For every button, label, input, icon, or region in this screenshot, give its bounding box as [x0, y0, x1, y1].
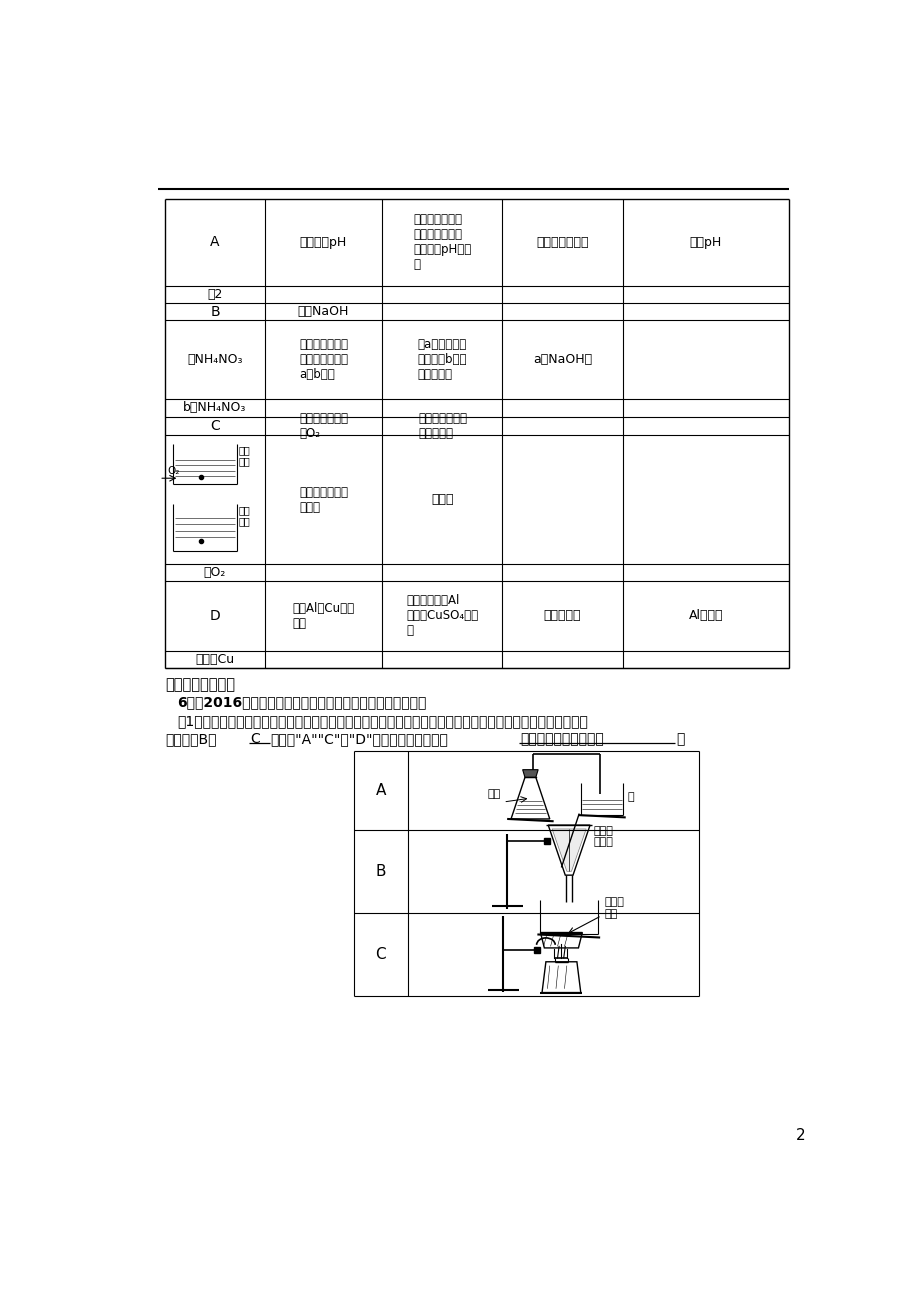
Text: 要O₂: 要O₂	[204, 566, 226, 579]
Text: 实验中的B与: 实验中的B与	[165, 732, 217, 747]
Text: 和NH₄NO₃: 和NH₄NO₃	[187, 353, 243, 366]
Text: 测定溶液pH: 测定溶液pH	[300, 236, 346, 249]
Text: 2: 2	[795, 1128, 805, 1143]
Text: 试纸变为浅红色: 试纸变为浅红色	[536, 236, 588, 249]
Text: 在装有等量水的
试管中分别加入
a、b固体: 在装有等量水的 试管中分别加入 a、b固体	[299, 339, 347, 382]
Text: B: B	[210, 305, 220, 318]
Text: 白磷: 白磷	[239, 456, 251, 466]
Text: 前者不燃烧，后
者燃烧: 前者不燃烧，后 者燃烧	[299, 486, 347, 513]
Text: 混有泥
沙的水: 混有泥 沙的水	[594, 826, 613, 847]
Text: 都是混合物的分离提纯: 都是混合物的分离提纯	[520, 732, 604, 747]
Text: 6．（2016哈尔滨中考）分类、类比是学习化学常用的方法。: 6．（2016哈尔滨中考）分类、类比是学习化学常用的方法。	[176, 696, 425, 709]
Text: B: B	[375, 864, 386, 878]
Text: b是NH₄NO₃: b是NH₄NO₃	[183, 401, 246, 414]
Text: 验证燃烧是否需
要O₂: 验证燃烧是否需 要O₂	[299, 412, 347, 440]
Text: 用玻璃棒蘸取待
测液滴在用蒸馏
水润湿的pH试纸
上: 用玻璃棒蘸取待 测液滴在用蒸馏 水润湿的pH试纸 上	[413, 214, 471, 271]
Text: 溶液pH: 溶液pH	[689, 236, 721, 249]
Text: 做白磷是否燃烧
的对比实验: 做白磷是否燃烧 的对比实验	[417, 412, 467, 440]
Text: C: C	[250, 732, 260, 747]
Text: a是NaOH，: a是NaOH，	[532, 353, 592, 366]
Text: A: A	[375, 783, 386, 797]
Text: C: C	[375, 946, 386, 962]
Text: 。: 。	[675, 732, 684, 747]
Text: 性低于Cu: 性低于Cu	[195, 653, 234, 666]
Text: 鉴别NaOH: 鉴别NaOH	[298, 305, 349, 318]
Polygon shape	[551, 829, 585, 872]
Text: 氯化钠
溶液: 氯化钠 溶液	[604, 896, 623, 919]
Text: 将未经打磨的Al
条放入CuSO₄溶液
中: 将未经打磨的Al 条放入CuSO₄溶液 中	[406, 594, 478, 637]
Text: 加a的试管水温
升高，加b的试
管水温降低: 加a的试管水温 升高，加b的试 管水温降低	[417, 339, 467, 382]
Text: 无明显现象: 无明显现象	[543, 610, 581, 622]
Text: C: C	[210, 418, 220, 433]
Text: D: D	[210, 609, 221, 623]
Text: 燃烧需: 燃烧需	[431, 494, 453, 507]
Text: 水: 水	[627, 792, 633, 801]
Text: 比较Al、Cu的活
泼性: 比较Al、Cu的活 泼性	[292, 602, 354, 629]
Polygon shape	[522, 770, 538, 778]
Text: 为2: 为2	[207, 288, 222, 301]
Text: 二、我能实验探究: 二、我能实验探究	[165, 678, 235, 693]
Text: 冷水: 冷水	[239, 446, 251, 456]
Text: （选填"A""C"或"D"）归为一类，依据是: （选填"A""C"或"D"）归为一类，依据是	[270, 732, 448, 747]
Text: 热水: 热水	[239, 506, 251, 516]
Text: O₂: O₂	[166, 466, 179, 477]
Text: A: A	[210, 236, 220, 249]
Text: （1）化学实验可按其主要目的分为：探究物质的性质、混合物的分离提纯、探究物质的含量等，据此应将下列: （1）化学实验可按其主要目的分为：探究物质的性质、混合物的分离提纯、探究物质的含…	[176, 714, 587, 728]
Text: 白磷: 白磷	[239, 516, 251, 526]
Text: 红磷: 红磷	[487, 790, 501, 799]
Text: Al的活泼: Al的活泼	[688, 610, 722, 622]
